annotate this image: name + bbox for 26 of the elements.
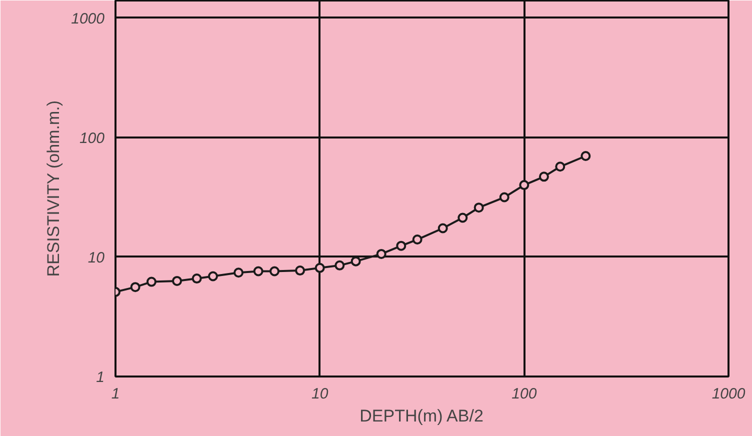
point bbox=[172, 276, 182, 286]
point bbox=[580, 150, 591, 161]
point bbox=[192, 274, 202, 284]
y-tick-label: 1000 bbox=[71, 10, 106, 28]
point bbox=[538, 172, 549, 182]
x-tick-label: 1 bbox=[111, 386, 120, 402]
point bbox=[458, 212, 468, 223]
point bbox=[396, 240, 406, 251]
point bbox=[314, 262, 325, 273]
x-tick-label: 1000 bbox=[712, 386, 746, 402]
y-tick-label: 100 bbox=[79, 130, 106, 147]
point bbox=[295, 266, 306, 276]
point bbox=[499, 192, 510, 202]
point bbox=[438, 223, 448, 234]
point bbox=[519, 180, 530, 190]
point bbox=[253, 266, 264, 276]
x-tick-label: 10 bbox=[311, 386, 329, 402]
y-tick-label: 10 bbox=[88, 249, 106, 266]
y-tick-label: 1 bbox=[96, 369, 104, 386]
point bbox=[130, 282, 140, 292]
x-axis-title: DEPTH(m) AB/2 bbox=[360, 406, 484, 426]
y-axis-title: RESISTIVITY (ohm.m.) bbox=[44, 100, 64, 277]
x-tick-label: 100 bbox=[512, 386, 538, 402]
point bbox=[234, 268, 244, 278]
point bbox=[376, 248, 386, 259]
point bbox=[334, 260, 345, 270]
